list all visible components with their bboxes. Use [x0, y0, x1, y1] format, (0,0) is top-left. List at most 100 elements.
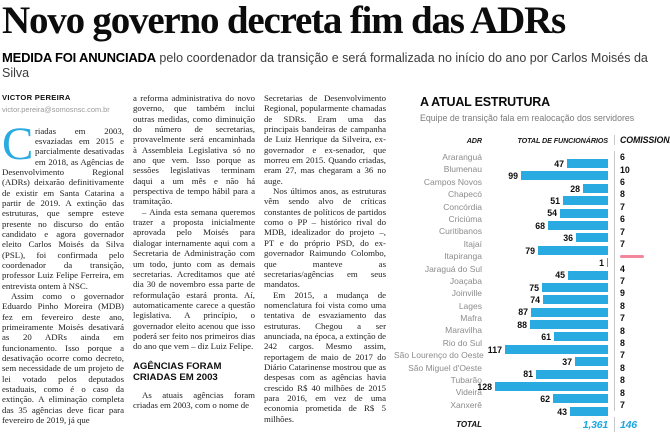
funcionarios-value: 68 [535, 220, 545, 231]
table-row: Curitibanos 36 7 [394, 225, 670, 243]
total-row: TOTAL 1,361 146 [394, 416, 670, 433]
deck-kicker: MEDIDA FOI ANUNCIADA [2, 49, 156, 65]
table-row: Blumenau 99 10 [394, 163, 670, 181]
table-row: Chapecó 51 8 [394, 188, 670, 206]
header-comissionados: COMISSIONADOS [614, 135, 670, 145]
funcionarios-value: 47 [554, 158, 564, 169]
funcionarios-value: 81 [523, 369, 533, 380]
funcionarios-bar [575, 357, 608, 367]
comissionados-cell: 8 [614, 324, 670, 337]
column-1: VICTOR PEREIRA victor.pereira@somosnsc.c… [2, 93, 124, 425]
infographic-title: A ATUAL ESTRUTURA [420, 95, 550, 109]
table-row: Itajaí 79 7 [394, 237, 670, 256]
paragraph: As atuais agências foram criadas em 2003… [133, 389, 255, 410]
byline: VICTOR PEREIRA victor.pereira@somosnsc.c… [2, 93, 124, 114]
adr-name: Jaraguá do Sul [424, 263, 482, 274]
funcionarios-bar [568, 270, 608, 280]
table-row: Videira 62 8 [394, 386, 670, 404]
funcionarios-bar [542, 282, 608, 292]
table-row: Criciúma 68 6 [394, 212, 670, 231]
table-row: São Miguel d'Oeste 81 8 [394, 361, 670, 379]
comissionados-cell: 7 [614, 312, 670, 325]
comissionados-cell: 6 [614, 175, 670, 189]
funcionarios-bar [536, 369, 608, 379]
table-row: São Lourenço do Oeste 37 7 [394, 349, 670, 367]
infographic: A ATUAL ESTRUTURA Equipe de transição fa… [394, 95, 670, 433]
funcionarios-value: 54 [547, 208, 557, 219]
adr-name: Araranguá [442, 152, 482, 162]
adr-name: Curitibanos [439, 226, 482, 237]
adr-name: Tubarão [450, 375, 482, 386]
table-row: Araranguá 47 6 [394, 151, 670, 169]
adr-name: Maravilha [445, 325, 482, 336]
funcionarios-value: 117 [487, 344, 502, 355]
byline-email: victor.pereira@somosnsc.com.br [2, 104, 110, 114]
column-3: Secretarias de Desenvolvimento Regional,… [264, 93, 386, 425]
comissionados-cell: 7 [614, 225, 670, 238]
comissionados-cell: 8 [614, 336, 670, 350]
table-row: Tubarão 128 8 [394, 374, 670, 392]
funcionarios-value: 88 [517, 319, 527, 330]
paragraph: Nos últimos anos, as estruturas vêm send… [264, 186, 386, 290]
table-header: ADR TOTAL DE FUNCIONÁRIOS COMISSIONADOS [394, 135, 670, 145]
paragraph: a reforma administrativa do novo governo… [133, 93, 255, 207]
funcionarios-bar [576, 233, 608, 243]
comissionados-cell: 8 [614, 361, 670, 375]
funcionarios-bar [543, 295, 608, 305]
funcionarios-value: 75 [529, 282, 539, 293]
funcionarios-bar [607, 258, 608, 268]
table-row: Jaraguá do Sul 45 4 [394, 262, 670, 280]
comissionados-cell: 10 [614, 163, 670, 176]
total-comissionados: 146 [614, 417, 670, 433]
funcionarios-bar [548, 220, 608, 230]
table-row: Joinville 74 9 [394, 287, 670, 305]
funcionarios-value: 28 [570, 183, 580, 194]
adr-name: Itajaí [463, 238, 482, 249]
funcionarios-value: 1 [599, 257, 604, 268]
header-adr: ADR [466, 136, 482, 145]
adr-rows: Araranguá 47 6 Blumenau 99 10 Campos Novos 28 6 C… [394, 151, 670, 417]
table-row: Campos Novos 28 6 [394, 175, 670, 194]
comissionados-cell: 8 [614, 386, 670, 399]
paragraph: Em 2015, a mudança de nomenclatura foi v… [264, 289, 386, 424]
total-funcionarios: 1,361 [582, 419, 608, 432]
adr-name: Campos Novos [423, 176, 482, 187]
adr-name: Lages [458, 300, 482, 311]
table-row: Mafra 88 7 [394, 312, 670, 330]
adr-name: Videira [455, 387, 482, 398]
funcionarios-value: 36 [563, 233, 573, 244]
funcionarios-value: 37 [562, 357, 572, 368]
table-row: Itapiranga 1 [394, 250, 670, 268]
funcionarios-bar [570, 406, 608, 416]
table-row: Xanxerê 43 7 [394, 398, 670, 417]
total-funcionarios-cell: 1,361 [484, 416, 608, 433]
comissionados-cell: 7 [614, 349, 670, 362]
funcionarios-value: 87 [518, 307, 528, 318]
funcionarios-bar [553, 394, 608, 404]
adr-name: São Lourenço do Oeste [394, 350, 484, 361]
comissionados-cell: 7 [614, 274, 670, 288]
funcionarios-value: 99 [508, 171, 518, 182]
funcionarios-bar [495, 382, 608, 392]
funcionarios-bar [583, 183, 608, 193]
table-row: Lages 87 8 [394, 299, 670, 317]
funcionarios-bar [530, 320, 608, 330]
byline-author: VICTOR PEREIRA [2, 93, 71, 102]
table-row: Maravilha 61 8 [394, 324, 670, 342]
comissionados-cell: 7 [614, 200, 670, 213]
paragraph: Secretarias de Desenvolvimento Regional,… [264, 93, 386, 186]
funcionarios-bar [560, 208, 608, 218]
funcionarios-bar [505, 344, 608, 354]
section-subhead: AGÊNCIAS FORAM CRIADAS EM 2003 [133, 360, 222, 384]
funcionarios-value: 51 [550, 195, 560, 206]
comissionados-cell: 9 [614, 287, 670, 300]
funcionarios-value: 79 [525, 245, 535, 256]
adr-name: Mafra [460, 313, 482, 324]
header-funcionarios: TOTAL DE FUNCIONÁRIOS [517, 136, 608, 145]
adr-name: Xanxerê [450, 399, 482, 410]
drop-cap: C [2, 117, 34, 170]
adr-name: São Miguel d'Oeste [408, 362, 482, 373]
funcionarios-value: 62 [540, 394, 550, 405]
article-body: VICTOR PEREIRA victor.pereira@somosnsc.c… [2, 93, 394, 425]
